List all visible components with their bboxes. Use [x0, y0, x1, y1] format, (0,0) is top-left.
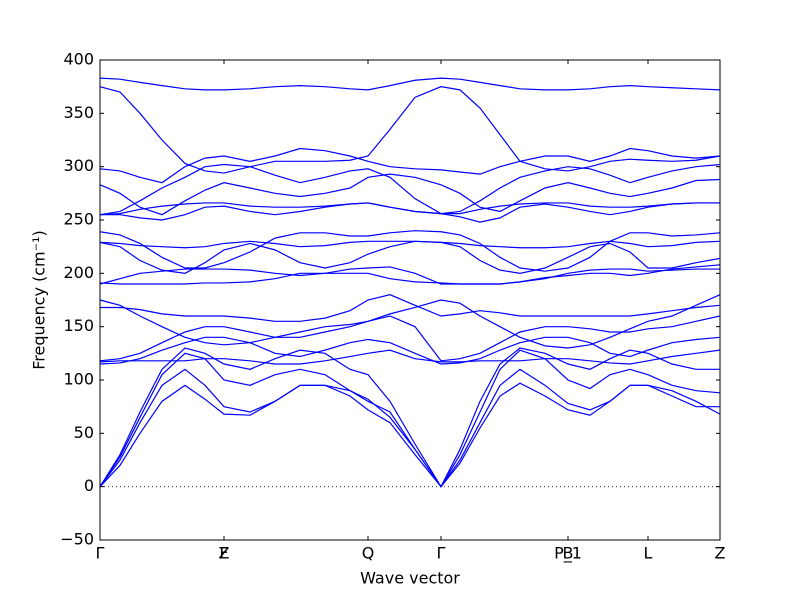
y-tick-label: 200: [63, 263, 94, 282]
band-line: [100, 294, 721, 322]
x-tick-label: Z: [219, 544, 230, 563]
band-line: [99, 230, 721, 272]
x-axis-label: Wave vector: [360, 569, 460, 588]
plot-frame: [99, 59, 721, 541]
x-tick-label: Γ: [437, 544, 446, 563]
band-line: [99, 163, 721, 216]
y-tick-label: 400: [63, 50, 94, 69]
band-line: [99, 294, 721, 349]
band-line: [99, 147, 721, 184]
y-tick-label: −50: [60, 530, 94, 549]
y-tick-label: 0: [84, 476, 94, 495]
band-line: [100, 202, 720, 223]
x-tick-label: B: [563, 544, 574, 563]
x-tick-label: Q: [362, 544, 375, 563]
band-line: [99, 240, 721, 274]
y-axis-label: Frequency (cm⁻¹): [30, 230, 49, 369]
x-tick-label: L: [644, 544, 653, 563]
band-line: [99, 349, 721, 365]
x-tick-label: P_1: [554, 544, 582, 564]
x-tick-label: Z: [715, 544, 726, 563]
band-line: [99, 77, 721, 91]
band-line: [99, 86, 721, 174]
band-line: [99, 266, 720, 285]
x-tick-label: F: [219, 544, 228, 563]
y-tick-label: 150: [63, 316, 94, 335]
y-tick-label: 250: [63, 210, 94, 229]
y-tick-label: 300: [63, 156, 94, 175]
band-line: [99, 173, 721, 216]
band-line: [99, 347, 720, 488]
y-tick-label: 50: [74, 423, 94, 442]
y-tick-label: 350: [63, 103, 94, 122]
band-line: [99, 315, 721, 362]
band-line: [99, 336, 721, 365]
x-tick-label: Γ: [96, 544, 105, 563]
y-tick-label: 100: [63, 370, 94, 389]
band-line: [99, 382, 721, 488]
band-line: [99, 264, 721, 285]
